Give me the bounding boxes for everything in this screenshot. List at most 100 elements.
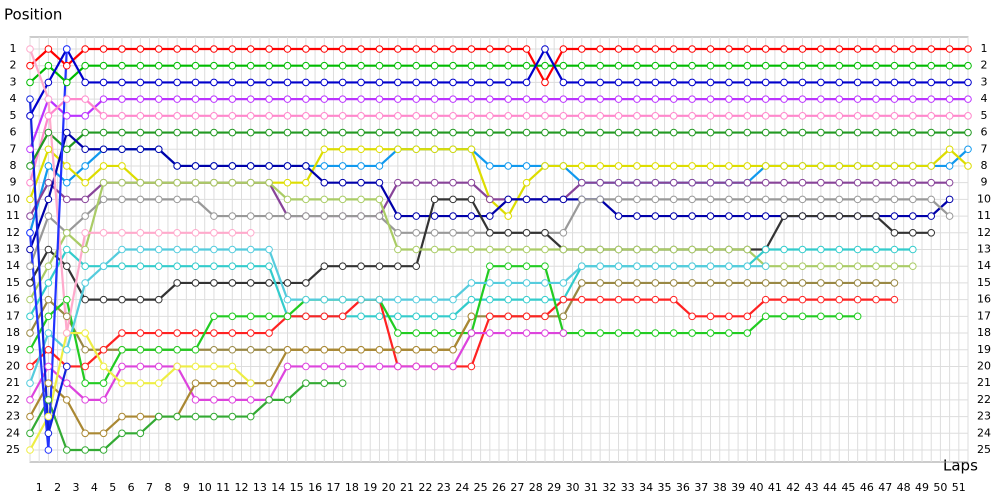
point-marker — [118, 295, 126, 304]
point-marker — [62, 178, 71, 187]
point-marker — [246, 262, 255, 271]
point-marker — [633, 128, 641, 137]
point-marker — [136, 379, 145, 387]
point-marker — [394, 78, 402, 87]
point-marker — [26, 446, 34, 454]
point-marker — [927, 78, 936, 87]
x-tick-label: 40 — [749, 481, 763, 494]
point-marker — [449, 362, 457, 371]
x-tick-label: 31 — [584, 481, 598, 494]
point-marker — [596, 279, 604, 287]
point-marker — [320, 128, 329, 137]
point-marker — [890, 279, 899, 287]
point-marker — [62, 195, 71, 204]
point-marker — [136, 345, 145, 354]
point-marker — [246, 412, 255, 421]
point-marker — [99, 295, 108, 304]
point-marker — [44, 61, 53, 70]
point-marker — [577, 95, 586, 103]
point-marker — [449, 228, 457, 237]
point-marker — [467, 178, 476, 187]
point-marker — [118, 78, 126, 87]
point-marker — [412, 345, 421, 354]
point-marker — [81, 128, 89, 137]
x-tick-label: 37 — [694, 481, 708, 494]
point-marker — [412, 178, 421, 187]
series-line — [29, 47, 968, 84]
point-marker — [62, 345, 71, 354]
x-tick-label: 34 — [639, 481, 653, 494]
point-marker — [743, 128, 752, 137]
point-marker — [44, 295, 53, 304]
point-marker — [504, 45, 512, 53]
point-marker — [853, 45, 862, 53]
point-marker — [835, 162, 844, 170]
point-marker — [210, 228, 218, 237]
point-marker — [173, 78, 181, 87]
point-marker — [81, 112, 89, 120]
point-marker — [725, 45, 733, 53]
point-marker — [872, 61, 880, 70]
point-marker — [357, 95, 365, 103]
point-marker — [228, 228, 237, 237]
point-marker — [375, 295, 384, 304]
point-marker — [596, 178, 604, 187]
point-marker — [26, 195, 34, 204]
point-marker — [761, 212, 770, 220]
point-marker — [449, 128, 457, 137]
point-marker — [338, 45, 347, 53]
point-marker — [430, 312, 439, 321]
y-tick-label: 1 — [981, 42, 988, 55]
y-tick-label: 11 — [977, 209, 991, 222]
point-marker — [320, 61, 329, 70]
point-marker — [302, 362, 310, 371]
point-marker — [706, 329, 715, 337]
point-marker — [302, 61, 310, 70]
point-marker — [375, 95, 384, 103]
point-marker — [688, 329, 696, 337]
point-marker — [320, 112, 329, 120]
y-tick-label: 1 — [10, 42, 17, 55]
point-marker — [283, 45, 292, 53]
point-marker — [669, 128, 678, 137]
point-marker — [173, 262, 181, 271]
point-marker — [265, 162, 273, 170]
point-marker — [449, 95, 457, 103]
y-tick-label: 17 — [977, 309, 991, 322]
y-tick-label: 24 — [977, 426, 991, 439]
point-marker — [320, 312, 329, 321]
point-marker — [430, 212, 439, 220]
y-tick-label: 14 — [6, 259, 20, 272]
point-marker — [633, 61, 641, 70]
point-marker — [210, 396, 218, 404]
point-marker — [394, 262, 402, 271]
point-marker — [302, 279, 310, 287]
x-tick-label: 12 — [235, 481, 249, 494]
point-marker — [835, 245, 844, 254]
point-marker — [412, 95, 421, 103]
point-marker — [173, 95, 181, 103]
point-marker — [541, 112, 549, 120]
point-marker — [669, 78, 678, 87]
point-marker — [798, 45, 807, 53]
point-marker — [577, 262, 586, 271]
point-marker — [522, 61, 531, 70]
point-marker — [541, 45, 549, 53]
y-tick-label: 10 — [977, 192, 991, 205]
point-marker — [486, 128, 494, 137]
point-marker — [504, 279, 512, 287]
point-marker — [136, 262, 145, 271]
point-marker — [596, 61, 604, 70]
point-marker — [522, 162, 531, 170]
point-marker — [302, 295, 310, 304]
point-marker — [945, 145, 954, 154]
point-marker — [486, 112, 494, 120]
x-tick-label: 41 — [768, 481, 782, 494]
point-marker — [118, 128, 126, 137]
point-marker — [596, 45, 604, 53]
y-tick-label: 21 — [977, 376, 991, 389]
point-marker — [449, 145, 457, 154]
point-marker — [614, 329, 623, 337]
point-marker — [357, 212, 365, 220]
point-marker — [357, 145, 365, 154]
